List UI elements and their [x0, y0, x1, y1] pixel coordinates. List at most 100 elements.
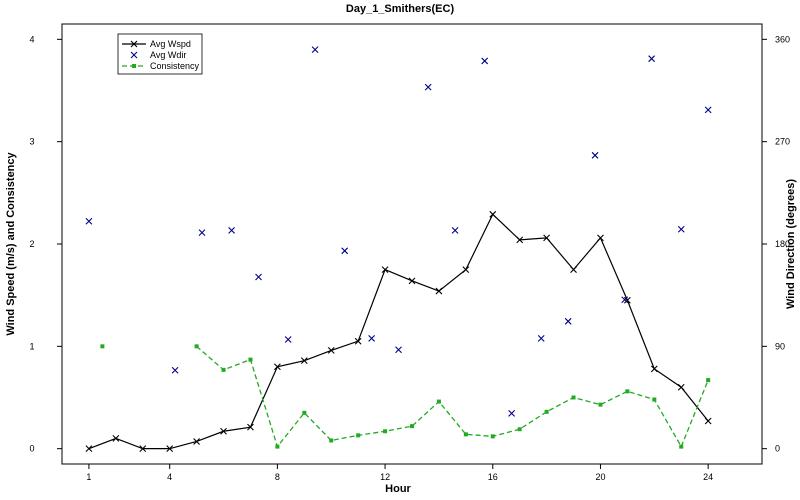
- y-right-tick-label-3: 270: [775, 137, 790, 147]
- x-tick-label-2: 8: [275, 472, 280, 482]
- x-tick-label-4: 16: [488, 472, 498, 482]
- avg-wdir-point: [424, 83, 432, 91]
- avg-wspd-point: [193, 438, 201, 445]
- y-left-tick-label-2: 2: [29, 239, 34, 249]
- avg-wdir-point: [704, 106, 712, 114]
- series-avg-wspd: [85, 210, 712, 453]
- avg-wspd-point: [166, 445, 174, 453]
- chart-title: Day_1_Smithers(EC): [346, 3, 455, 15]
- avg-wdir-point: [481, 57, 489, 65]
- consistency-point: [517, 427, 522, 432]
- avg-wspd-point: [381, 266, 389, 273]
- avg-wdir-point: [564, 317, 572, 325]
- consistency-line: [196, 345, 709, 449]
- consistency-point: [436, 399, 441, 404]
- consistency-point: [463, 432, 468, 437]
- avg-wspd-point: [677, 383, 685, 391]
- consistency-point: [706, 378, 711, 383]
- y-left-tick-label-4: 4: [29, 34, 34, 44]
- consistency-point: [383, 429, 388, 434]
- avg-wspd-point: [273, 363, 281, 371]
- avg-wspd-point: [247, 423, 254, 431]
- y-right-tick-label-4: 360: [775, 34, 790, 44]
- consistency-point: [248, 357, 253, 362]
- avg-wspd-point: [543, 234, 551, 242]
- avg-wspd-point: [435, 287, 443, 295]
- avg-wdir-point: [677, 225, 685, 233]
- avg-wspd-point: [220, 427, 227, 435]
- avg-wspd-point: [354, 337, 362, 345]
- y-left-tick-label-3: 3: [29, 137, 34, 147]
- consistency-point: [598, 402, 603, 407]
- avg-wdir-point: [537, 334, 545, 342]
- avg-wdir-point: [591, 151, 599, 159]
- avg-wspd-point: [85, 445, 93, 453]
- y-axis-right: 0 90 180 270 360: [762, 34, 790, 454]
- avg-wspd-point: [327, 347, 335, 354]
- y-axis-right-title: Wind Direction (degrees): [785, 179, 797, 309]
- consistency-point: [625, 389, 630, 394]
- avg-wspd-point: [516, 236, 524, 244]
- avg-wdir-point: [368, 334, 376, 342]
- legend-marker-avg-wdir: [130, 51, 138, 59]
- consistency-point: [571, 395, 576, 400]
- x-axis-title: Hour: [385, 483, 411, 495]
- legend-label-avg-wspd: Avg Wspd: [150, 39, 191, 49]
- consistency-point: [194, 344, 199, 349]
- avg-wspd-line: [88, 213, 709, 450]
- consistency-point: [356, 433, 361, 438]
- consistency-point: [544, 409, 549, 414]
- consistency-point: [275, 444, 280, 449]
- series-avg-wdir: [85, 46, 712, 417]
- legend-label-consistency: Consistency: [150, 61, 200, 71]
- x-tick-label-6: 24: [703, 472, 713, 482]
- consistency-point: [652, 397, 657, 402]
- avg-wspd-point: [139, 445, 147, 453]
- avg-wdir-point: [341, 247, 349, 255]
- avg-wdir-point: [451, 226, 459, 234]
- avg-wdir-point: [228, 226, 236, 234]
- avg-wspd-point: [704, 417, 712, 425]
- avg-wdir-point: [171, 366, 179, 374]
- y-axis-left: 0 1 2 3 4: [29, 34, 62, 454]
- x-tick-label-3: 12: [380, 472, 390, 482]
- y-left-tick-label-1: 1: [29, 341, 34, 351]
- consistency-point: [100, 344, 105, 349]
- consistency-point: [329, 438, 334, 443]
- avg-wspd-point: [300, 357, 308, 365]
- avg-wspd-point: [650, 365, 658, 373]
- y-right-tick-label-0: 0: [775, 444, 780, 454]
- avg-wspd-point: [570, 266, 577, 273]
- y-axis-left-title: Wind Speed (m/s) and Consistency: [5, 151, 17, 335]
- consistency-point: [410, 424, 414, 429]
- series-consistency: [100, 344, 711, 449]
- avg-wdir-point: [311, 46, 319, 53]
- y-right-tick-label-1: 90: [775, 341, 785, 351]
- x-axis: 1 4 8 12 16 20 24: [86, 464, 713, 482]
- avg-wspd-point: [489, 210, 497, 218]
- y-left-tick-label-0: 0: [29, 444, 34, 454]
- avg-wspd-point: [408, 277, 416, 285]
- avg-wdir-point: [508, 410, 516, 417]
- legend-marker-consistency: [132, 64, 136, 68]
- avg-wspd-point: [462, 266, 470, 273]
- avg-wdir-point: [648, 55, 656, 63]
- legend-label-avg-wdir: Avg Wdir: [150, 50, 186, 60]
- x-tick-label-5: 20: [595, 472, 605, 482]
- avg-wdir-point: [198, 229, 206, 237]
- avg-wdir-point: [621, 296, 629, 304]
- avg-wdir-point: [395, 346, 402, 354]
- legend-marker-avg-wspd: [130, 40, 138, 48]
- x-tick-label-0: 1: [86, 472, 91, 482]
- avg-wspd-point: [597, 234, 604, 242]
- avg-wdir-point: [85, 217, 93, 225]
- consistency-point: [221, 367, 226, 372]
- avg-wspd-point: [112, 435, 120, 442]
- consistency-point: [302, 410, 307, 415]
- avg-wdir-point: [255, 273, 262, 281]
- consistency-point: [679, 444, 684, 449]
- x-tick-label-1: 4: [167, 472, 172, 482]
